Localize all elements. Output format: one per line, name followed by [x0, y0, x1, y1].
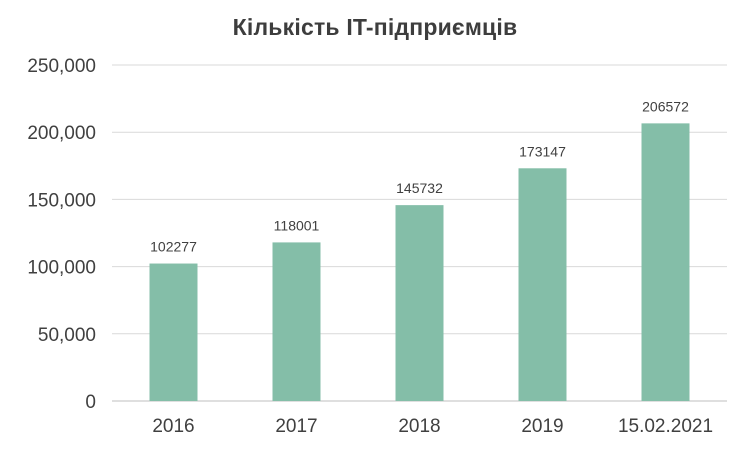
data-label: 102277	[150, 239, 197, 255]
y-tick-label: 150,000	[27, 190, 96, 211]
bar	[395, 205, 444, 401]
data-label: 173147	[519, 143, 566, 159]
bar	[641, 123, 690, 401]
y-tick-label: 200,000	[27, 123, 96, 144]
data-label: 118001	[274, 217, 320, 233]
x-tick-label: 2016	[152, 416, 194, 437]
chart-title: Кількість IT-підприємців	[232, 14, 518, 40]
bars	[149, 123, 690, 401]
y-tick-label: 0	[85, 392, 96, 413]
x-tick-label: 2018	[398, 416, 440, 437]
x-tick-label: 2019	[521, 416, 563, 437]
bar	[272, 242, 321, 401]
y-tick-label: 100,000	[27, 258, 96, 279]
x-tick-label: 15.02.2021	[618, 416, 713, 437]
data-label: 206572	[642, 98, 689, 114]
x-axis: 2016 2017 2018 2019 15.02.2021	[152, 416, 713, 437]
data-label: 145732	[396, 180, 443, 196]
data-labels: 102277 118001 145732 173147 206572	[150, 98, 689, 254]
bar	[518, 168, 567, 401]
y-tick-label: 50,000	[38, 325, 96, 346]
bar	[149, 263, 198, 401]
y-tick-label: 250,000	[27, 56, 96, 77]
x-tick-label: 2017	[275, 416, 317, 437]
y-axis: 0 50,000 100,000 150,000 200,000 250,000	[27, 56, 96, 413]
